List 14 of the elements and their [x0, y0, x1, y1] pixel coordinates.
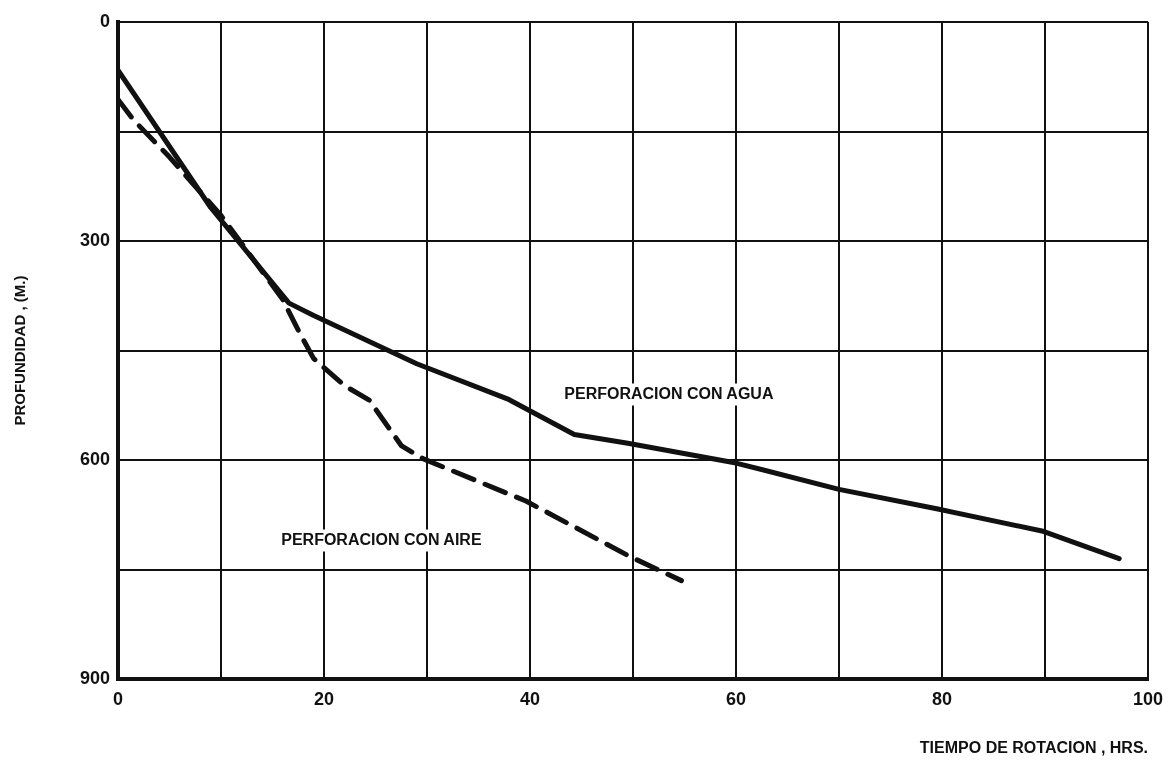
y-tick-label: 900 — [79, 668, 110, 689]
x-tick-label: 80 — [931, 688, 953, 709]
x-tick-label: 100 — [1132, 688, 1164, 709]
x-axis-title: TIEMPO DE ROTACION , HRS. — [919, 738, 1148, 756]
y-tick-label: 300 — [79, 230, 110, 251]
text: PERFORACION CON AIRE — [281, 530, 482, 548]
x-tick-label: 20 — [313, 688, 335, 709]
y-axis-title: PROFUNDIDAD , (M.) — [11, 275, 29, 426]
y-tick-label: 0 — [99, 10, 110, 31]
series-label: PERFORACION CON AGUA — [564, 384, 774, 402]
y-tick-label: 600 — [79, 449, 110, 470]
x-tick-label: 0 — [112, 688, 124, 709]
x-tick-label: 40 — [519, 688, 541, 709]
x-tick-label: 60 — [725, 688, 747, 709]
